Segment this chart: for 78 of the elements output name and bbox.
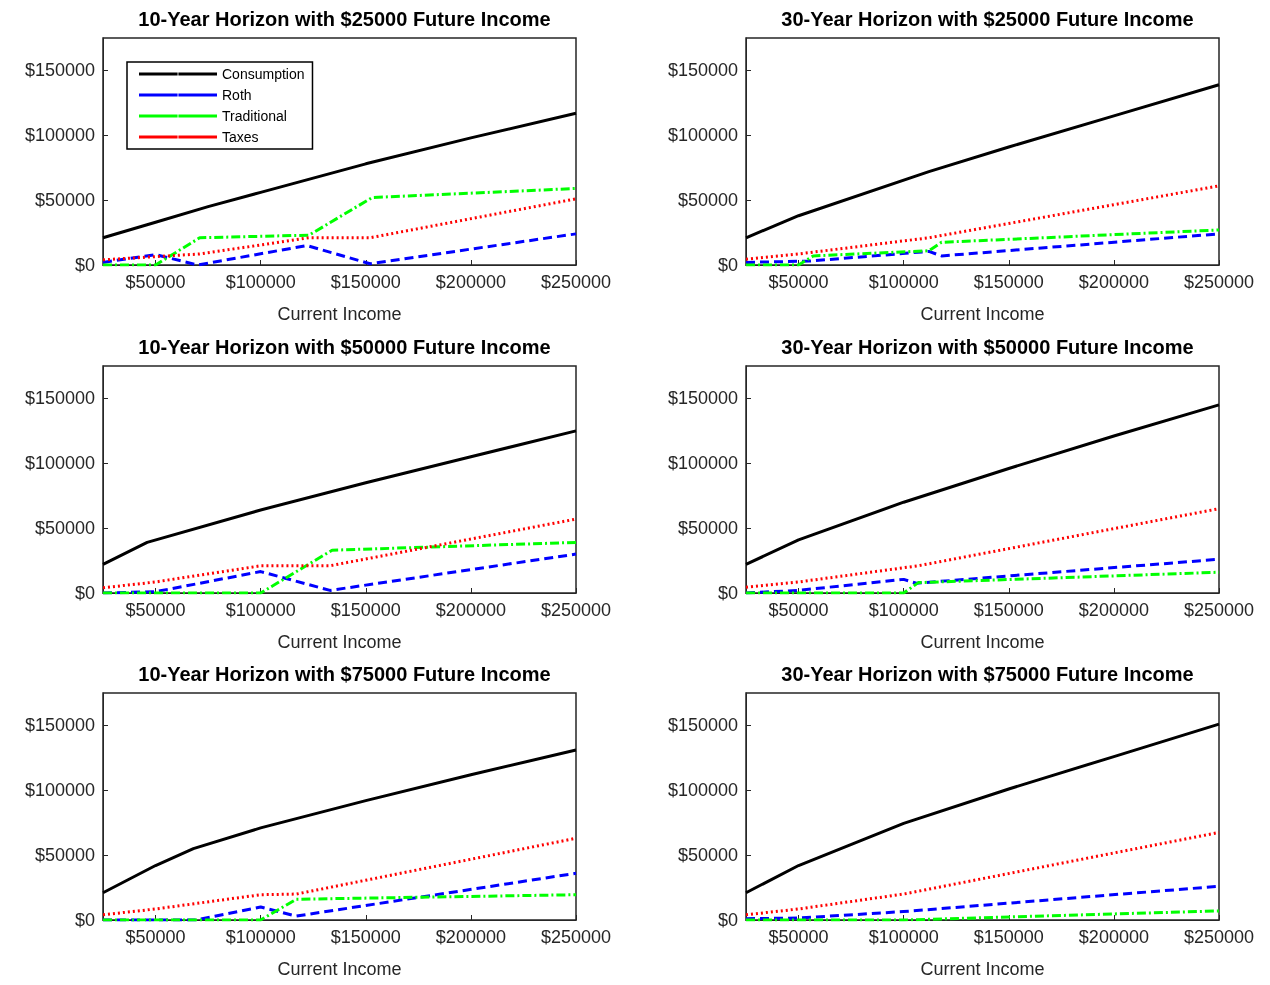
x-tick-label: $50000 bbox=[768, 599, 829, 620]
x-axis-title: Current Income bbox=[920, 631, 1045, 652]
y-tick-label: $50000 bbox=[677, 845, 738, 866]
y-tick-label: $150000 bbox=[667, 387, 738, 408]
chart-title: 10-Year Horizon with $25000 Future Income bbox=[138, 8, 551, 30]
x-axis-title: Current Income bbox=[277, 959, 402, 979]
y-tick-label: $150000 bbox=[24, 387, 95, 408]
x-tick-label: $100000 bbox=[868, 927, 939, 947]
line-series bbox=[744, 830, 1221, 917]
y-tick-label: $100000 bbox=[667, 452, 738, 473]
x-tick-label: $100000 bbox=[868, 599, 939, 620]
chart-title: 10-Year Horizon with $50000 Future Income bbox=[138, 335, 551, 358]
x-tick-label: $250000 bbox=[540, 927, 612, 947]
line-series bbox=[101, 197, 578, 262]
legend-label: Traditional bbox=[222, 108, 287, 124]
x-tick-label: $150000 bbox=[973, 272, 1044, 292]
y-tick-label: $100000 bbox=[667, 780, 738, 801]
y-tick-label: $100000 bbox=[24, 780, 95, 801]
x-tick-label: $250000 bbox=[1183, 599, 1255, 620]
x-tick-label: $50000 bbox=[125, 927, 186, 947]
x-tick-label: $200000 bbox=[435, 272, 506, 292]
y-tick-label: $100000 bbox=[667, 125, 738, 146]
y-tick-label: $150000 bbox=[24, 715, 95, 736]
y-tick-label: $50000 bbox=[677, 190, 738, 211]
y-tick-label: $50000 bbox=[677, 517, 738, 538]
y-tick-label: $50000 bbox=[34, 517, 95, 538]
x-tick-label: $200000 bbox=[1078, 927, 1149, 947]
chart-title: 30-Year Horizon with $75000 Future Income bbox=[781, 663, 1194, 685]
x-tick-label: $250000 bbox=[1183, 272, 1255, 292]
x-tick-label: $100000 bbox=[225, 599, 296, 620]
y-tick-label: $0 bbox=[717, 582, 738, 603]
x-tick-label: $100000 bbox=[868, 272, 939, 292]
x-axis-title: Current Income bbox=[920, 959, 1045, 979]
y-tick-label: $50000 bbox=[34, 845, 95, 866]
x-tick-label: $50000 bbox=[125, 599, 186, 620]
y-tick-label: $0 bbox=[74, 582, 95, 603]
x-tick-label: $50000 bbox=[768, 272, 829, 292]
x-tick-label: $200000 bbox=[1078, 599, 1149, 620]
x-tick-label: $200000 bbox=[1078, 272, 1149, 292]
y-tick-label: $0 bbox=[717, 910, 738, 930]
legend-label: Taxes bbox=[222, 129, 259, 145]
x-axis-title: Current Income bbox=[277, 304, 402, 324]
x-tick-label: $100000 bbox=[225, 272, 296, 292]
legend-label: Consumption bbox=[222, 66, 305, 82]
chart-title: 30-Year Horizon with $50000 Future Income bbox=[781, 335, 1194, 358]
line-series bbox=[744, 402, 1221, 566]
x-axis-title: Current Income bbox=[920, 304, 1045, 324]
x-tick-label: $150000 bbox=[973, 927, 1044, 947]
x-tick-label: $250000 bbox=[540, 272, 612, 292]
x-tick-label: $150000 bbox=[330, 599, 401, 620]
y-tick-label: $150000 bbox=[24, 60, 95, 81]
x-tick-label: $50000 bbox=[125, 272, 186, 292]
x-tick-label: $200000 bbox=[435, 599, 506, 620]
x-tick-label: $50000 bbox=[768, 927, 829, 947]
x-tick-label: $100000 bbox=[225, 927, 296, 947]
y-tick-label: $0 bbox=[717, 255, 738, 275]
y-tick-label: $50000 bbox=[34, 190, 95, 211]
y-tick-label: $0 bbox=[74, 255, 95, 275]
x-tick-label: $150000 bbox=[973, 599, 1044, 620]
y-tick-label: $0 bbox=[74, 910, 95, 930]
chart-title: 30-Year Horizon with $25000 Future Income bbox=[781, 8, 1194, 30]
x-tick-label: $200000 bbox=[435, 927, 506, 947]
x-tick-label: $250000 bbox=[1183, 927, 1255, 947]
x-tick-label: $150000 bbox=[330, 927, 401, 947]
y-tick-label: $100000 bbox=[24, 125, 95, 146]
x-tick-label: $250000 bbox=[540, 599, 612, 620]
y-tick-label: $100000 bbox=[24, 452, 95, 473]
line-series bbox=[101, 748, 578, 895]
line-series bbox=[744, 722, 1221, 895]
line-series bbox=[744, 83, 1221, 240]
x-tick-label: $150000 bbox=[330, 272, 401, 292]
line-series bbox=[101, 111, 578, 240]
chart-title: 10-Year Horizon with $75000 Future Income bbox=[138, 663, 551, 685]
legend-label: Roth bbox=[222, 87, 252, 103]
y-tick-label: $150000 bbox=[667, 60, 738, 81]
x-axis-title: Current Income bbox=[277, 631, 402, 652]
line-series bbox=[101, 428, 578, 566]
y-tick-label: $150000 bbox=[667, 715, 738, 736]
